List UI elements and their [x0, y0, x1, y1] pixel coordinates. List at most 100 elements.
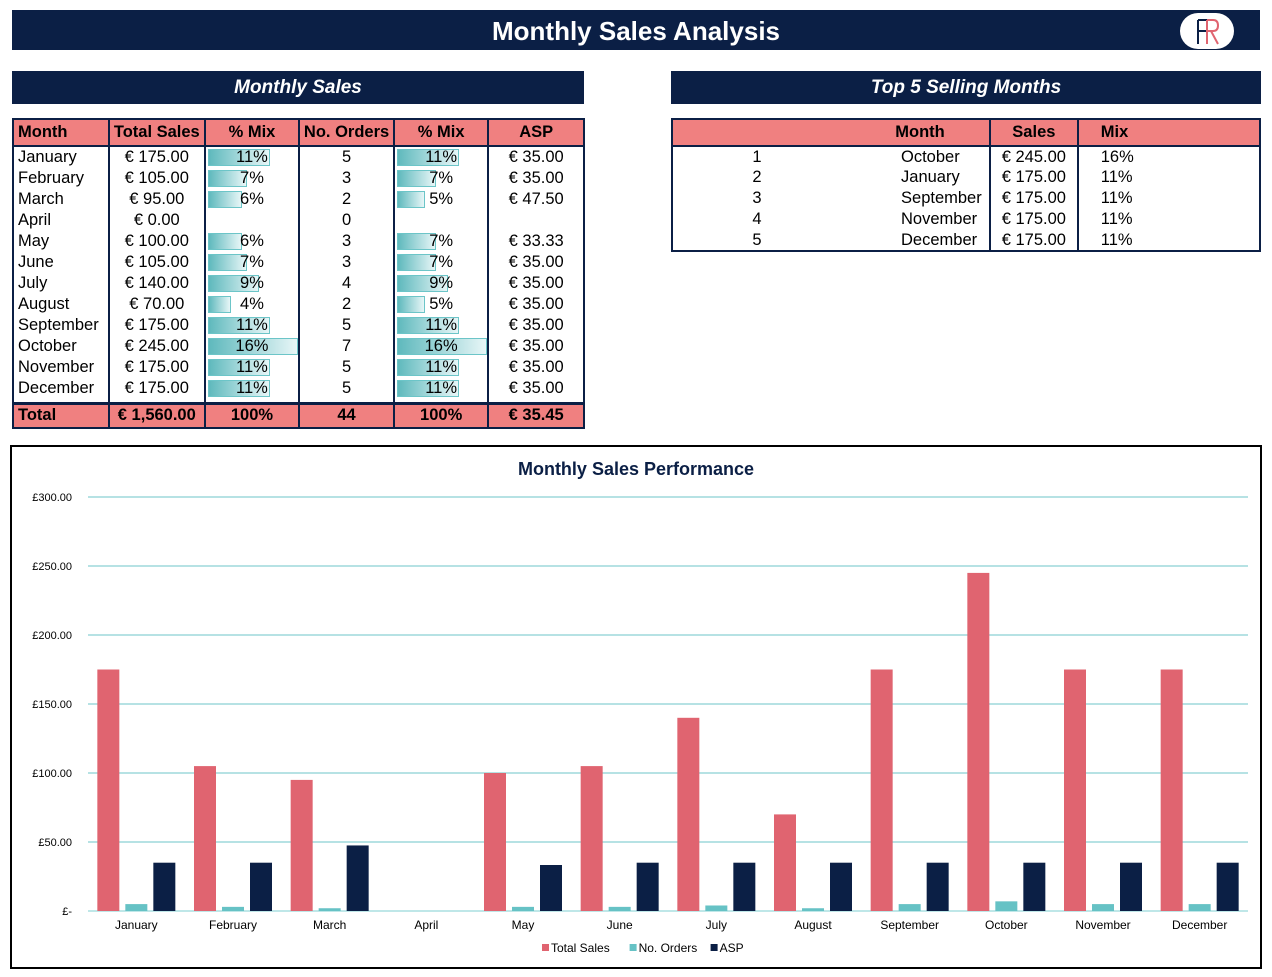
month-cell: April [13, 210, 110, 231]
data-bar [207, 296, 231, 313]
data-bar [396, 233, 436, 250]
mix-value: 6% [240, 190, 264, 208]
asp-cell: € 35.00 [488, 252, 585, 273]
sales-mix-cell: 11% [204, 315, 301, 336]
month-cell: October [13, 336, 110, 357]
bar-asp [250, 862, 272, 911]
sales-mix-cell [204, 210, 301, 231]
x-tick-label: October [985, 918, 1028, 932]
col-header-month: Month [851, 119, 991, 147]
orders-cell: 7 [299, 336, 395, 357]
data-bar [396, 296, 425, 313]
mix-value: 9% [240, 274, 264, 292]
sales-mix-cell: 6% [204, 189, 301, 210]
data-bar [207, 191, 242, 208]
table-row: January € 175.00 11% 5 11% € 35.00 [13, 146, 585, 168]
total-label: Total [13, 401, 110, 428]
data-bar [207, 149, 270, 166]
mix-value: 11% [236, 316, 268, 334]
asp-cell: € 35.00 [488, 336, 585, 357]
orders-mix-cell: 7% [393, 252, 490, 273]
bar-asp [926, 862, 949, 911]
sales-cell: € 105.00 [108, 252, 206, 273]
bar-asp [153, 862, 176, 911]
mix-value: 16% [235, 337, 269, 355]
sales-mix-cell: 7% [204, 252, 301, 273]
col-header-sales-mix: % Mix [204, 119, 301, 147]
bar-no-orders [705, 905, 728, 911]
orders-mix-cell: 7% [393, 168, 490, 189]
legend-swatch [710, 944, 718, 951]
rank-cell: 4 [752, 210, 762, 228]
legend-label: ASP [720, 941, 744, 955]
top5-header: Top 5 Selling Months [671, 71, 1261, 104]
bar-asp [636, 862, 659, 911]
col-header-mix: Mix [1077, 119, 1260, 147]
sales-cell: € 140.00 [108, 273, 206, 294]
y-tick-label: £50.00 [38, 837, 72, 849]
table-row: 1 October € 245.00 16% [672, 146, 1260, 167]
asp-cell: € 35.00 [488, 146, 585, 168]
mix-value: 5% [429, 295, 454, 313]
bar-no-orders [1188, 904, 1211, 911]
x-tick-label: November [1075, 918, 1130, 932]
page-title: Monthly Sales Analysis [491, 16, 781, 46]
mix-value: 5% [429, 190, 454, 208]
table-row: 2 January € 175.00 11% [672, 167, 1260, 188]
mix-value: 11% [236, 148, 268, 166]
mix-value: 7% [429, 253, 454, 271]
bar-asp [830, 862, 852, 911]
bar-total-sales [194, 766, 216, 911]
sales-mix-cell: 11% [204, 146, 301, 168]
bar-no-orders [1092, 904, 1114, 911]
orders-cell: 5 [299, 357, 395, 378]
month-cell: November [13, 357, 110, 378]
orders-cell: 2 [299, 294, 395, 315]
total-row: Total € 1,560.00 100% 44 100% € 35.45 [13, 401, 585, 428]
table-row: February € 105.00 7% 3 7% € 35.00 [13, 168, 585, 189]
orders-cell: 3 [299, 231, 395, 252]
logo [1180, 13, 1234, 49]
sales-mix-cell: 9% [204, 273, 301, 294]
bar-total-sales [870, 669, 893, 911]
mix-value: 11% [425, 379, 458, 397]
table-row: March € 95.00 6% 2 5% € 47.50 [13, 189, 585, 210]
y-tick-label: £200.00 [32, 630, 72, 642]
bar-total-sales [774, 814, 796, 911]
legend-swatch [629, 944, 637, 951]
data-bar [396, 170, 436, 187]
col-header-orders-mix: % Mix [393, 119, 490, 147]
x-tick-label: January [115, 918, 158, 932]
logo-mark-icon [1197, 19, 1220, 45]
mix-value: 11% [236, 358, 268, 376]
mix-value: 7% [429, 232, 454, 250]
bar-total-sales [967, 572, 990, 911]
mix-cell: 16% [1100, 147, 1134, 166]
table-row: 4 November € 175.00 11% [672, 209, 1260, 230]
data-bar [396, 338, 487, 355]
sales-cell: € 175.00 [989, 230, 1079, 251]
mix-value: 7% [240, 169, 264, 187]
orders-mix-cell: 9% [393, 273, 490, 294]
top5-table: Month Sales Mix 1 October € 245.00 16% 2 Janu… [671, 118, 1261, 252]
orders-cell: 3 [299, 252, 395, 273]
data-bar [207, 317, 270, 334]
x-tick-label: July [706, 918, 727, 932]
month-cell: January [851, 167, 991, 188]
total-sales: € 1,560.00 [108, 401, 206, 428]
sales-cell: € 175.00 [108, 146, 206, 168]
title-bar: Monthly Sales Analysis [12, 10, 1260, 50]
sales-cell: € 175.00 [989, 188, 1079, 209]
col-header-rank [672, 119, 852, 147]
mix-value: 4% [240, 295, 264, 313]
data-bar [207, 338, 298, 355]
bar-total-sales [290, 779, 313, 911]
orders-cell: 5 [299, 146, 395, 168]
month-cell: June [13, 252, 110, 273]
mix-cell: 11% [1100, 230, 1133, 249]
orders-mix-cell [393, 210, 490, 231]
month-cell: November [851, 209, 991, 230]
bar-asp [733, 862, 756, 911]
data-bar [396, 191, 425, 208]
legend-label: No. Orders [639, 941, 698, 955]
